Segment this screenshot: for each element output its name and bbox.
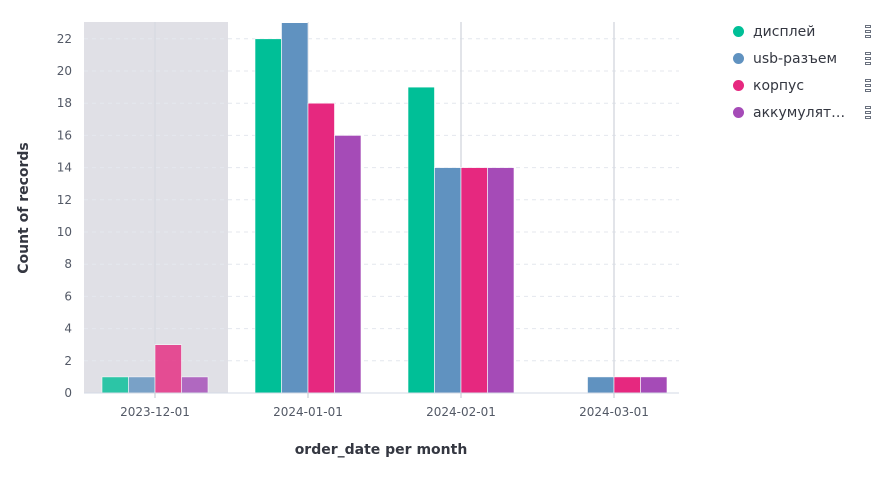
- bar[interactable]: [281, 22, 309, 394]
- bar[interactable]: [460, 167, 488, 394]
- legend-swatch: [733, 107, 744, 118]
- bar[interactable]: [640, 376, 668, 394]
- x-tick-labels: 2023-12-01 2024-01-01 2024-02-01 2024-03-01: [120, 393, 649, 419]
- legend: дисплей usb-разъем корпус аккумулят…: [733, 18, 883, 126]
- partial-period-shade: [84, 22, 228, 393]
- y-tick-label: 0: [64, 386, 72, 400]
- y-tick-label: 18: [57, 96, 72, 110]
- y-axis-title: Count of records: [16, 142, 32, 274]
- vertical-dots-icon[interactable]: [865, 106, 871, 119]
- bar[interactable]: [154, 344, 182, 394]
- vertical-dots-icon[interactable]: [865, 79, 871, 92]
- bar[interactable]: [101, 376, 129, 394]
- y-tick-label: 6: [64, 289, 72, 303]
- legend-label: usb-разъем: [753, 50, 838, 67]
- bar[interactable]: [334, 135, 362, 394]
- bar[interactable]: [307, 102, 335, 394]
- x-axis-title: order_date per month: [295, 442, 468, 458]
- legend-label: корпус: [753, 77, 805, 94]
- bar[interactable]: [434, 167, 462, 394]
- legend-label: аккумулят…: [753, 104, 846, 121]
- bar[interactable]: [487, 167, 515, 394]
- y-tick-label: 2: [64, 354, 72, 368]
- bar[interactable]: [407, 86, 435, 394]
- y-tick-label: 20: [57, 64, 72, 78]
- legend-swatch: [733, 53, 744, 64]
- y-tick-label: 12: [57, 193, 72, 207]
- bar[interactable]: [181, 376, 209, 394]
- y-tick-label: 8: [64, 257, 72, 271]
- vertical-dots-icon[interactable]: [865, 52, 871, 65]
- legend-item[interactable]: usb-разъем: [733, 45, 883, 72]
- y-tick-label: 22: [57, 32, 72, 46]
- y-tick-label: 10: [57, 225, 72, 239]
- vertical-dots-icon[interactable]: [865, 25, 871, 38]
- x-tick-label: 2024-03-01: [579, 405, 649, 419]
- y-tick-label: 4: [64, 322, 72, 336]
- bar[interactable]: [254, 38, 282, 394]
- x-tick-label: 2024-01-01: [273, 405, 343, 419]
- y-tick-label: 14: [57, 161, 72, 175]
- bar[interactable]: [587, 376, 615, 394]
- legend-label: дисплей: [753, 23, 816, 40]
- y-tick-labels: 0 2 4 6 8 10 12 14 16 18 20 22: [57, 32, 72, 400]
- bar[interactable]: [613, 376, 641, 394]
- y-tick-label: 16: [57, 128, 72, 142]
- legend-item[interactable]: дисплей: [733, 18, 883, 45]
- legend-item[interactable]: аккумулят…: [733, 99, 883, 126]
- bars: [101, 22, 668, 394]
- x-tick-label: 2024-02-01: [426, 405, 496, 419]
- legend-swatch: [733, 26, 744, 37]
- legend-item[interactable]: корпус: [733, 72, 883, 99]
- legend-swatch: [733, 80, 744, 91]
- x-tick-label: 2023-12-01: [120, 405, 190, 419]
- bar[interactable]: [128, 376, 156, 394]
